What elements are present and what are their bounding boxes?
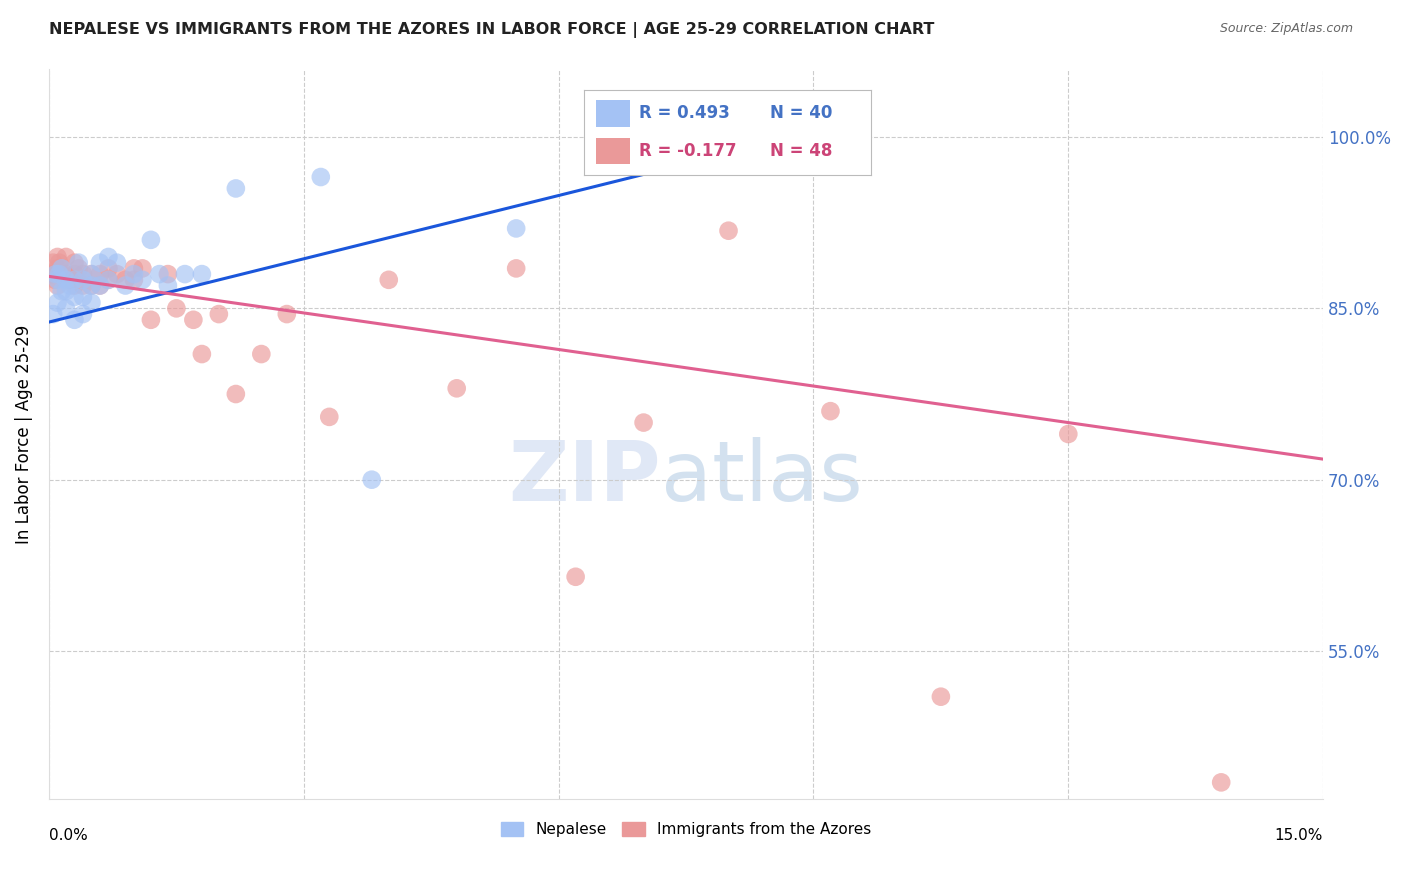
Point: [55, 273, 77, 287]
Point: [46, 261, 69, 276]
Text: atlas: atlas: [661, 437, 862, 518]
Point: [63, 290, 86, 304]
Point: [122, 267, 145, 281]
Point: [97, 273, 120, 287]
Point: [505, 221, 527, 235]
Point: [80, 278, 103, 293]
Point: [173, 267, 195, 281]
Point: [51, 267, 73, 281]
Point: [72, 273, 94, 287]
Point: [42, 255, 65, 269]
Point: [131, 273, 153, 287]
Point: [1211, 775, 1233, 789]
Point: [131, 261, 153, 276]
Point: [183, 313, 205, 327]
Point: [45, 267, 67, 281]
Point: [122, 261, 145, 276]
Point: [44, 273, 66, 287]
Point: [51, 284, 73, 298]
Point: [148, 267, 170, 281]
Point: [105, 255, 128, 269]
Point: [122, 273, 145, 287]
Point: [156, 267, 179, 281]
Point: [80, 295, 103, 310]
Point: [42, 307, 65, 321]
Point: [97, 273, 120, 287]
Text: 15.0%: 15.0%: [1275, 828, 1323, 843]
Point: [360, 473, 382, 487]
Point: [59, 273, 82, 287]
Text: ZIP: ZIP: [508, 437, 661, 518]
Point: [1057, 427, 1080, 442]
Point: [63, 267, 86, 281]
Point: [80, 267, 103, 281]
Point: [97, 250, 120, 264]
Text: NEPALESE VS IMMIGRANTS FROM THE AZORES IN LABOR FORCE | AGE 25-29 CORRELATION CH: NEPALESE VS IMMIGRANTS FROM THE AZORES I…: [49, 22, 935, 38]
Point: [55, 267, 77, 281]
Point: [46, 295, 69, 310]
Point: [276, 307, 298, 321]
Text: 0.0%: 0.0%: [49, 828, 87, 843]
Point: [55, 250, 77, 264]
Point: [46, 250, 69, 264]
Point: [63, 255, 86, 269]
Point: [165, 301, 187, 316]
Point: [72, 267, 94, 281]
Point: [55, 284, 77, 298]
Point: [67, 255, 90, 269]
Point: [105, 267, 128, 281]
Point: [89, 278, 111, 293]
Point: [46, 278, 69, 293]
Point: [55, 301, 77, 316]
Point: [139, 313, 162, 327]
Point: [51, 261, 73, 276]
Point: [59, 278, 82, 293]
Point: [309, 169, 332, 184]
Y-axis label: In Labor Force | Age 25-29: In Labor Force | Age 25-29: [15, 325, 32, 543]
Point: [63, 278, 86, 293]
Point: [48, 255, 70, 269]
Point: [820, 404, 842, 418]
Point: [318, 409, 340, 424]
Point: [208, 307, 231, 321]
Legend: Nepalese, Immigrants from the Azores: Nepalese, Immigrants from the Azores: [495, 815, 877, 843]
Point: [633, 416, 655, 430]
Point: [929, 690, 952, 704]
Point: [191, 347, 214, 361]
Point: [89, 255, 111, 269]
Point: [564, 570, 586, 584]
Point: [89, 278, 111, 293]
Point: [72, 290, 94, 304]
Point: [505, 261, 527, 276]
Point: [41, 267, 63, 281]
Point: [63, 313, 86, 327]
Point: [250, 347, 273, 361]
Point: [67, 261, 90, 276]
Point: [72, 278, 94, 293]
Point: [80, 278, 103, 293]
Point: [156, 278, 179, 293]
Point: [89, 267, 111, 281]
Point: [759, 130, 782, 145]
Point: [225, 387, 247, 401]
Point: [377, 273, 399, 287]
Point: [80, 267, 103, 281]
Point: [717, 224, 740, 238]
Point: [616, 153, 638, 167]
Point: [72, 307, 94, 321]
Point: [139, 233, 162, 247]
Point: [114, 273, 136, 287]
Point: [46, 273, 69, 287]
Point: [48, 267, 70, 281]
Point: [225, 181, 247, 195]
Point: [63, 273, 86, 287]
Point: [97, 261, 120, 276]
Text: Source: ZipAtlas.com: Source: ZipAtlas.com: [1219, 22, 1353, 36]
Point: [114, 278, 136, 293]
Point: [191, 267, 214, 281]
Point: [446, 381, 468, 395]
